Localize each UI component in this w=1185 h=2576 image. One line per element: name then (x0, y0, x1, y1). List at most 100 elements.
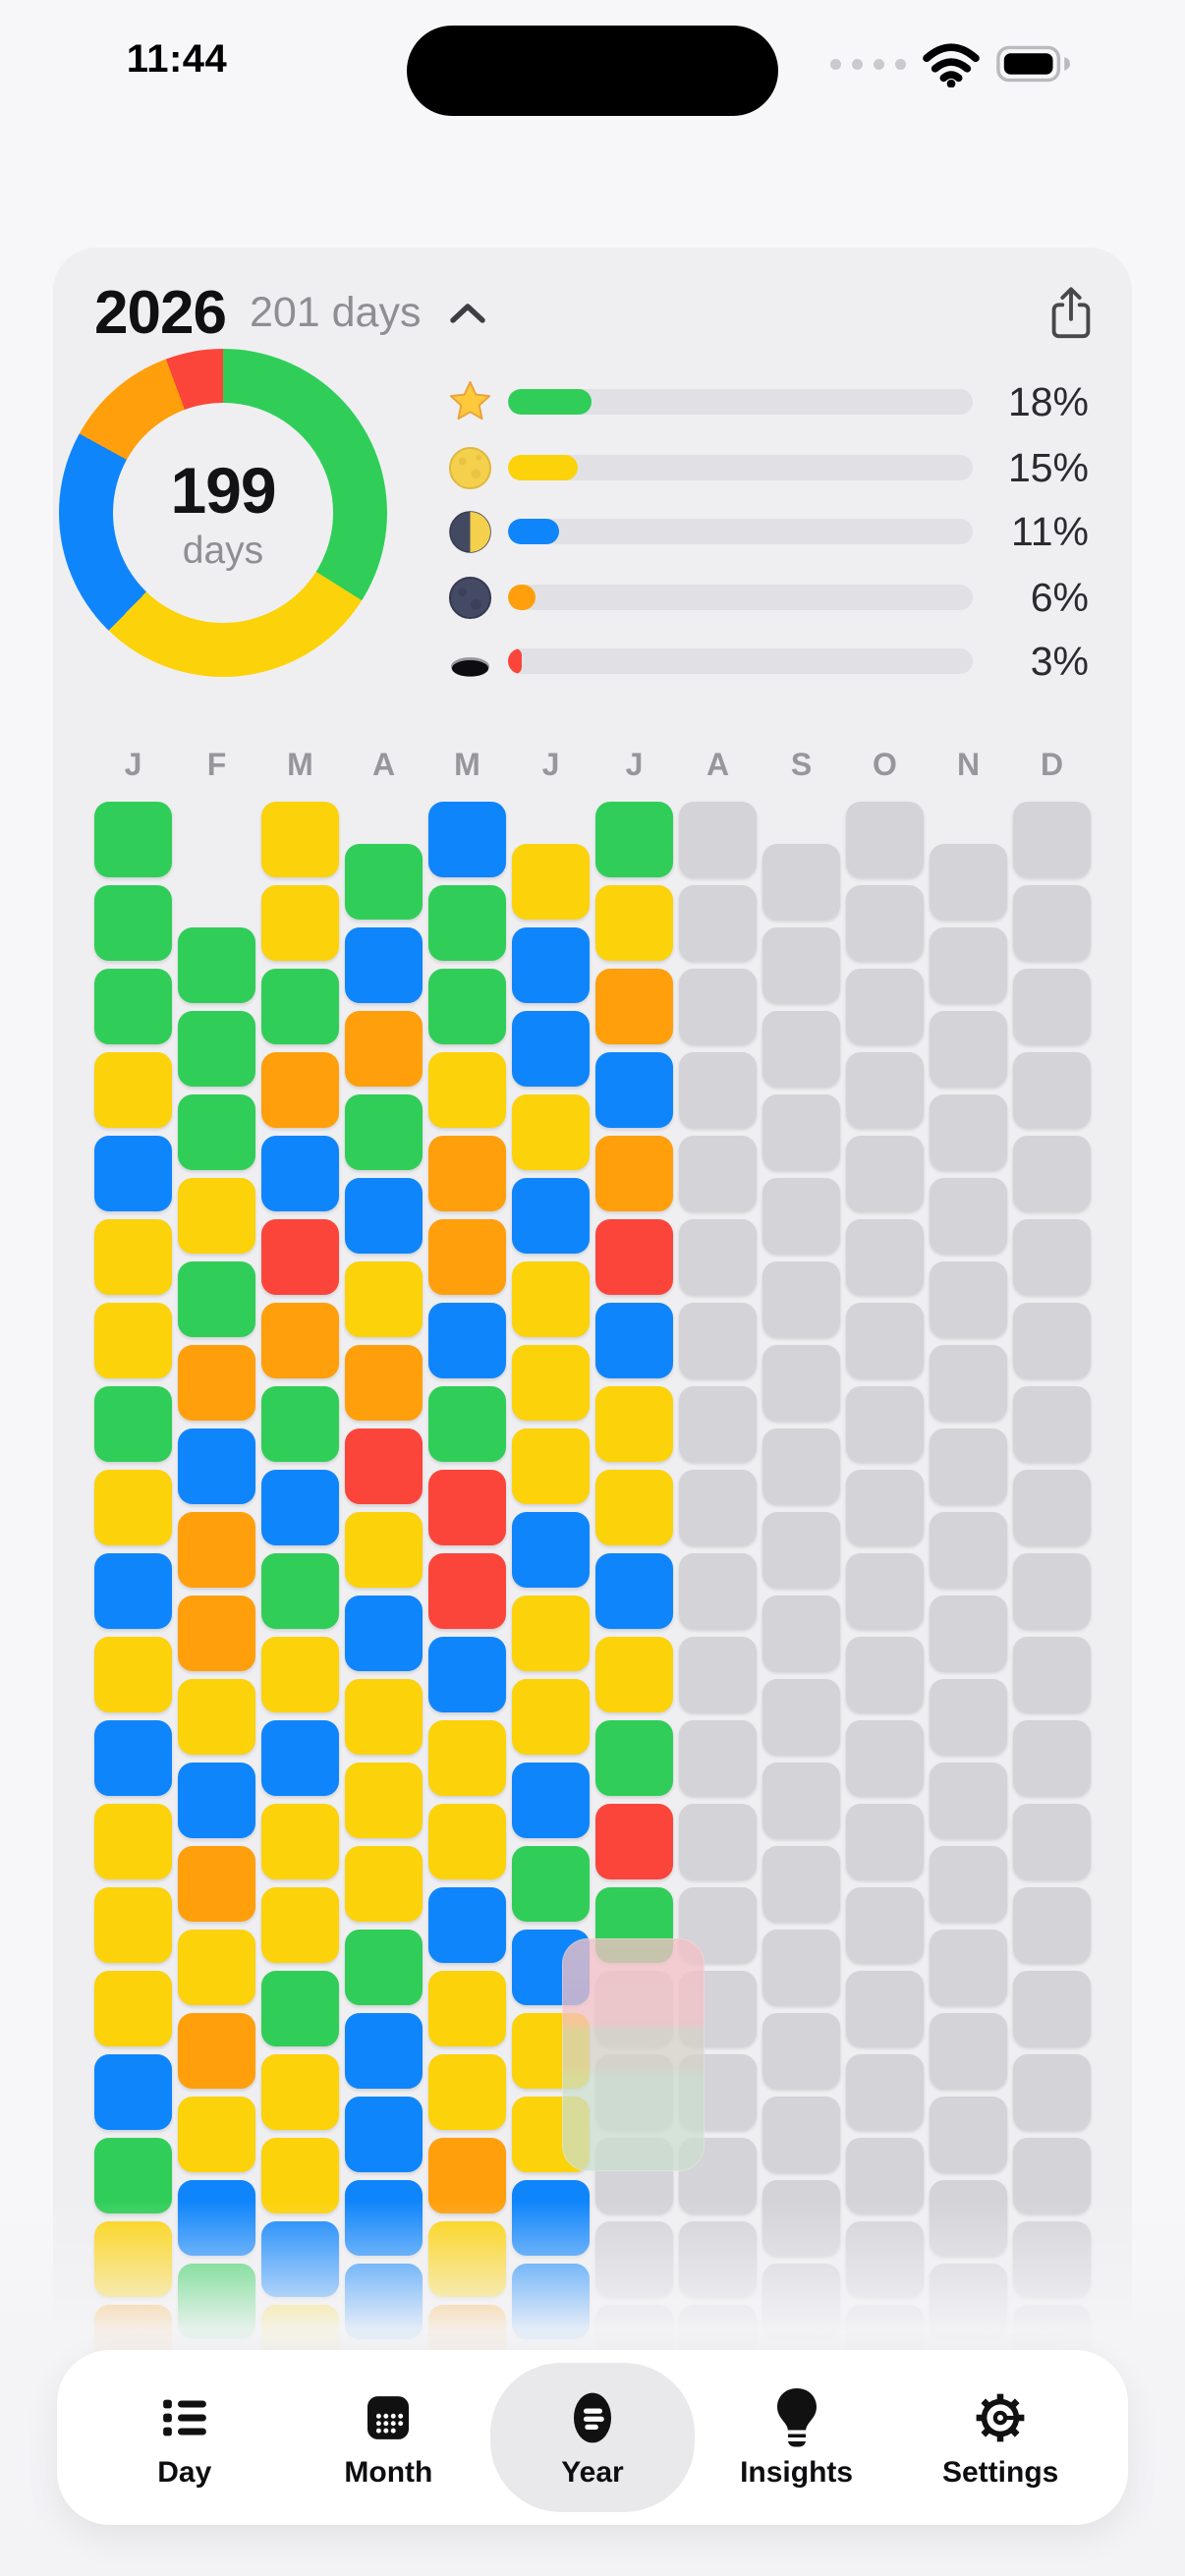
day-square[interactable] (846, 1386, 924, 1462)
day-square[interactable] (512, 1261, 590, 1337)
day-square[interactable] (930, 1011, 1007, 1087)
day-square[interactable] (846, 1971, 924, 2046)
day-square[interactable] (428, 1219, 506, 1295)
day-square[interactable] (595, 1052, 673, 1128)
day-square[interactable] (930, 1094, 1007, 1170)
day-square[interactable] (428, 1136, 506, 1211)
day-square[interactable] (94, 1553, 172, 1629)
day-square[interactable] (930, 1679, 1007, 1755)
day-square[interactable] (679, 1303, 757, 1378)
day-square[interactable] (178, 1596, 255, 1671)
day-square[interactable] (1013, 1219, 1091, 1295)
day-square[interactable] (1013, 1136, 1091, 1211)
day-square[interactable] (261, 1553, 339, 1629)
day-square[interactable] (178, 2097, 255, 2172)
tab-year[interactable]: Year (490, 2363, 695, 2512)
day-square[interactable] (178, 2180, 255, 2256)
day-square[interactable] (345, 1094, 423, 1170)
day-square[interactable] (679, 1804, 757, 1879)
day-square[interactable] (762, 1011, 840, 1087)
day-square[interactable] (345, 2180, 423, 2256)
day-square[interactable] (846, 1887, 924, 1963)
day-square[interactable] (345, 2264, 423, 2339)
day-square[interactable] (345, 2097, 423, 2172)
day-square[interactable] (846, 2054, 924, 2130)
day-square[interactable] (595, 1386, 673, 1462)
day-square[interactable] (94, 2138, 172, 2213)
day-square[interactable] (595, 1303, 673, 1378)
day-square[interactable] (345, 1930, 423, 2005)
tab-insights[interactable]: Insights (695, 2363, 899, 2512)
day-square[interactable] (679, 1136, 757, 1211)
day-square[interactable] (762, 1178, 840, 1254)
day-square[interactable] (762, 1094, 840, 1170)
day-square[interactable] (762, 1763, 840, 1838)
day-square[interactable] (679, 885, 757, 961)
day-square[interactable] (846, 2221, 924, 2297)
day-square[interactable] (512, 1512, 590, 1588)
day-square[interactable] (1013, 2054, 1091, 2130)
share-button[interactable] (1047, 284, 1095, 341)
day-square[interactable] (679, 1637, 757, 1712)
day-square[interactable] (762, 1512, 840, 1588)
day-square[interactable] (930, 2013, 1007, 2089)
day-square[interactable] (261, 1637, 339, 1712)
day-square[interactable] (1013, 1553, 1091, 1629)
day-square[interactable] (94, 1386, 172, 1462)
day-square[interactable] (178, 1512, 255, 1588)
day-square[interactable] (345, 1512, 423, 1588)
day-square[interactable] (428, 1386, 506, 1462)
day-square[interactable] (428, 1303, 506, 1378)
day-square[interactable] (679, 1470, 757, 1545)
day-square[interactable] (512, 1428, 590, 1504)
tab-month[interactable]: Month (287, 2363, 491, 2512)
day-square[interactable] (178, 1345, 255, 1421)
day-square[interactable] (1013, 1052, 1091, 1128)
day-square[interactable] (846, 1804, 924, 1879)
day-square[interactable] (595, 885, 673, 961)
day-square[interactable] (846, 1052, 924, 1128)
day-square[interactable] (428, 969, 506, 1044)
day-square[interactable] (679, 2221, 757, 2297)
day-square[interactable] (762, 1428, 840, 1504)
day-square[interactable] (178, 2013, 255, 2089)
day-square[interactable] (178, 2264, 255, 2339)
day-square[interactable] (595, 1136, 673, 1211)
day-square[interactable] (595, 969, 673, 1044)
day-square[interactable] (762, 844, 840, 920)
day-square[interactable] (428, 2221, 506, 2297)
day-square[interactable] (512, 1011, 590, 1087)
day-square[interactable] (178, 1178, 255, 1254)
day-square[interactable] (428, 1720, 506, 1796)
day-square[interactable] (261, 1219, 339, 1295)
day-square[interactable] (679, 1052, 757, 1128)
day-square[interactable] (930, 927, 1007, 1003)
tab-settings[interactable]: Settings (898, 2363, 1102, 2512)
day-square[interactable] (261, 802, 339, 877)
day-square[interactable] (261, 1470, 339, 1545)
day-square[interactable] (846, 885, 924, 961)
day-square[interactable] (178, 1011, 255, 1087)
day-square[interactable] (846, 1720, 924, 1796)
day-square[interactable] (679, 969, 757, 1044)
day-square[interactable] (261, 1386, 339, 1462)
day-square[interactable] (762, 1345, 840, 1421)
day-square[interactable] (1013, 1470, 1091, 1545)
day-square[interactable] (595, 1637, 673, 1712)
day-square[interactable] (930, 1428, 1007, 1504)
day-square[interactable] (1013, 1804, 1091, 1879)
day-square[interactable] (1013, 1887, 1091, 1963)
day-square[interactable] (1013, 1971, 1091, 2046)
day-square[interactable] (94, 1303, 172, 1378)
day-square[interactable] (930, 1512, 1007, 1588)
day-square[interactable] (1013, 1720, 1091, 1796)
day-square[interactable] (178, 1261, 255, 1337)
day-square[interactable] (94, 802, 172, 877)
day-square[interactable] (846, 1219, 924, 1295)
day-square[interactable] (428, 1052, 506, 1128)
day-square[interactable] (178, 1094, 255, 1170)
day-square[interactable] (512, 927, 590, 1003)
day-square[interactable] (762, 1930, 840, 2005)
day-square[interactable] (1013, 1637, 1091, 1712)
day-square[interactable] (345, 1345, 423, 1421)
